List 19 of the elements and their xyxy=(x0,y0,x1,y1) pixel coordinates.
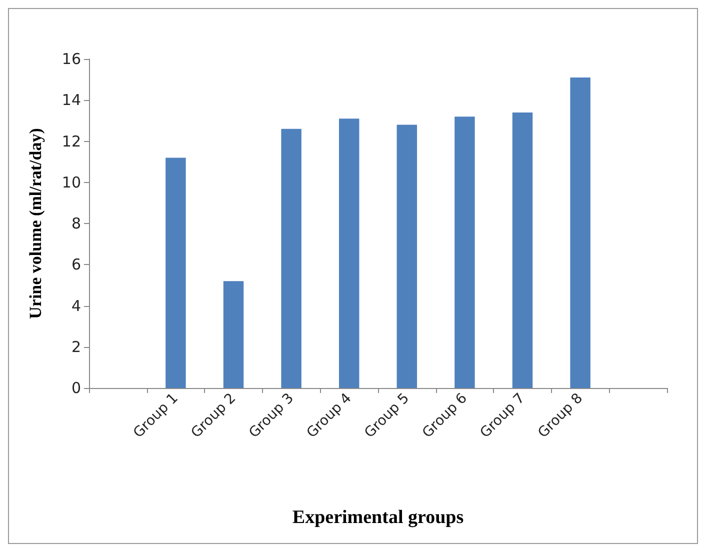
y-tick-label: 10 xyxy=(62,173,81,192)
bar xyxy=(454,116,475,388)
bar xyxy=(396,124,418,388)
y-tick-label: 12 xyxy=(62,132,81,150)
y-tick-label: 14 xyxy=(62,91,81,110)
bar xyxy=(281,128,302,388)
y-tick-label: 0 xyxy=(71,379,81,397)
bar xyxy=(570,78,590,388)
y-tick-label: 4 xyxy=(71,296,81,315)
y-tick-label: 2 xyxy=(71,338,81,356)
y-tick-label: 6 xyxy=(71,256,81,274)
bar xyxy=(223,281,244,388)
y-tick-label: 16 xyxy=(62,50,81,68)
x-axis-title: Experimental groups xyxy=(292,507,464,528)
bar xyxy=(338,118,360,388)
y-tick-label: 8 xyxy=(71,214,81,232)
y-axis-title: Urine volume (ml/rat/day) xyxy=(26,128,45,319)
bar xyxy=(166,158,186,388)
bar xyxy=(512,112,533,388)
